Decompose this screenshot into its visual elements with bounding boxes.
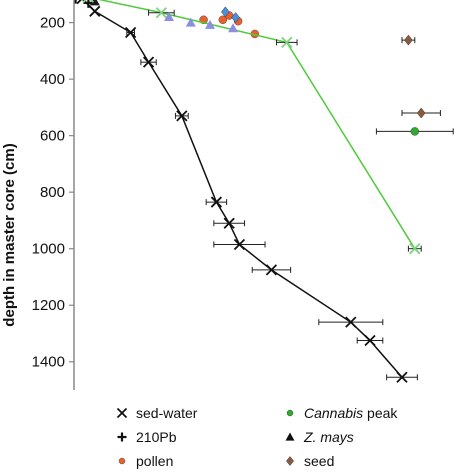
y-axis: 200 400 600 800 1000 1200 1400 <box>32 0 75 390</box>
series-sed-water <box>76 0 418 383</box>
data-point <box>233 238 246 251</box>
data-point <box>205 19 215 29</box>
y-tick-label: 1200 <box>32 297 65 314</box>
data-point <box>210 196 223 208</box>
y-tick-label: 800 <box>40 184 65 201</box>
data-point <box>281 36 293 49</box>
legend-label: Z. mays <box>303 429 354 445</box>
data-point <box>74 0 77 4</box>
legend-item: Cannabis peak <box>286 405 398 421</box>
data-point <box>164 11 175 21</box>
data-point <box>176 110 188 122</box>
legend-item: seed <box>286 453 334 469</box>
data-point <box>364 334 376 347</box>
data-point <box>410 127 419 136</box>
legend-item: sed-water <box>116 405 198 421</box>
data-point <box>155 7 167 19</box>
legend-label-name: Z. mays <box>303 429 354 445</box>
legend-marker <box>117 432 127 442</box>
legend-item: Z. mays <box>285 429 354 445</box>
data-point <box>409 243 421 255</box>
legend-label: sed-water <box>136 405 198 421</box>
legend-label-name: seed <box>304 453 334 469</box>
legend-marker <box>286 456 294 466</box>
legend-label-suffix: peak <box>363 405 398 421</box>
data-point <box>223 217 235 229</box>
y-tick-label: 1000 <box>32 241 65 258</box>
y-tick-label: 400 <box>40 71 65 88</box>
legend-marker <box>116 407 128 419</box>
data-point <box>231 12 240 23</box>
series-unlabelled-8 <box>221 6 240 23</box>
data-point <box>125 26 137 39</box>
data-point <box>142 56 155 68</box>
legend: sed-water Cannabis peak 210Pb Z. mays pollen… <box>116 405 398 469</box>
legend-label: Cannabis peak <box>304 405 398 421</box>
legend-label: pollen <box>136 453 173 469</box>
data-point <box>82 0 95 3</box>
data-point <box>416 107 426 119</box>
legend-item: 210Pb <box>117 429 177 445</box>
legend-label-name: Cannabis <box>304 405 363 421</box>
series-unlabelled-6 <box>82 0 422 255</box>
legend-label: seed <box>304 453 334 469</box>
series-line <box>82 0 403 378</box>
legend-label-name: 210Pb <box>136 429 177 445</box>
legend-marker <box>286 409 294 417</box>
data-point <box>396 371 408 383</box>
series-unlabelled-7 <box>164 11 239 33</box>
data-point <box>228 23 239 33</box>
y-tick-label: 1400 <box>32 354 65 371</box>
legend-label-name: pollen <box>136 453 173 469</box>
data-point <box>345 316 357 328</box>
data-point <box>404 34 413 46</box>
legend-item: pollen <box>118 453 173 469</box>
data-point <box>89 5 101 17</box>
series-cannabis-peak <box>375 127 454 136</box>
legend-marker <box>118 457 126 465</box>
y-tick-label: 200 <box>40 15 65 32</box>
series-line <box>98 0 416 250</box>
series-seed <box>401 34 441 119</box>
data-point <box>265 264 278 276</box>
data-point <box>221 6 230 18</box>
legend-label-name: sed-water <box>136 405 198 421</box>
legend-label: 210Pb <box>136 429 177 445</box>
legend-marker <box>285 432 295 441</box>
y-tick-label: 600 <box>40 128 65 145</box>
data-point <box>218 15 228 24</box>
plot-area <box>74 0 454 383</box>
y-axis-title: depth in master core (cm) <box>1 143 18 326</box>
data-point <box>185 17 196 27</box>
